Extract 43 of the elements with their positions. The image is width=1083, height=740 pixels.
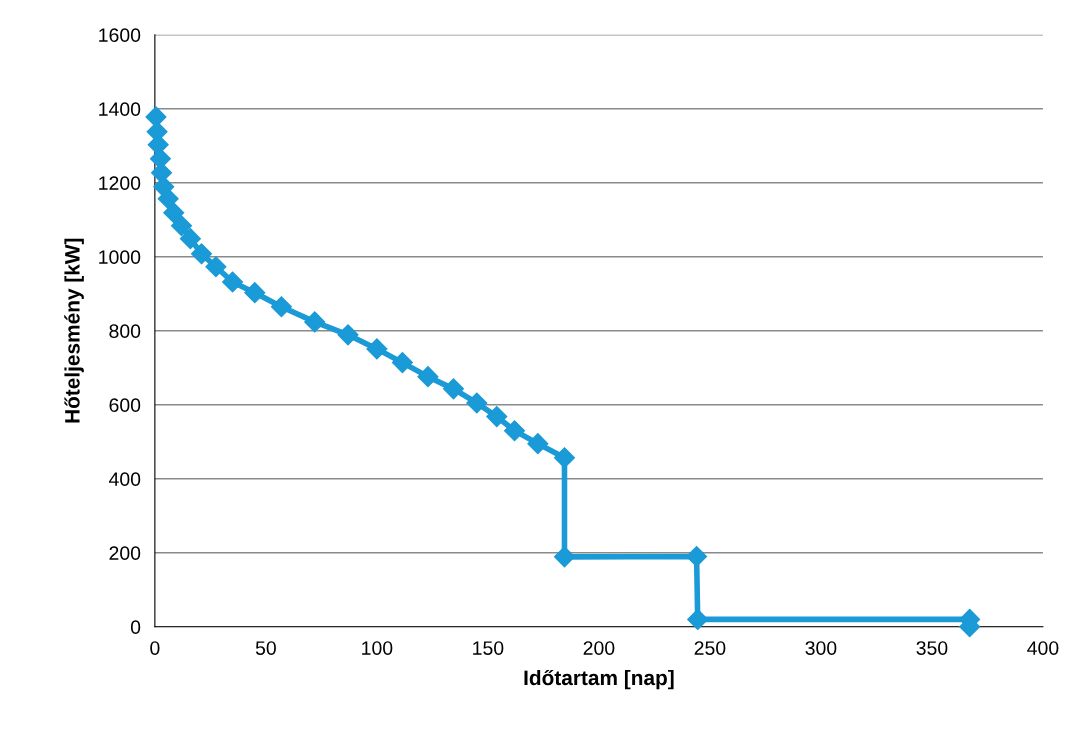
point: [366, 338, 388, 360]
point: [163, 202, 185, 224]
point: [222, 271, 244, 293]
x-tick-label: 50: [255, 641, 276, 655]
x-axis-title: Időtartam [nap]: [524, 669, 674, 690]
point: [270, 296, 292, 318]
point: [337, 324, 359, 346]
point: [504, 420, 526, 442]
y-tick-label: 1000: [99, 250, 141, 265]
point: [686, 545, 708, 567]
y-tick-label: 800: [109, 324, 141, 339]
y-tick-label: 200: [109, 546, 141, 561]
x-tick-label: 0: [150, 641, 160, 655]
point: [391, 352, 413, 374]
point: [304, 311, 326, 333]
y-tick-label: 0: [130, 620, 141, 635]
y-tick-label: 1600: [99, 28, 141, 43]
x-tick-label: 350: [916, 641, 948, 655]
point: [244, 282, 266, 304]
point: [553, 447, 576, 469]
x-tick-label: 400: [1027, 641, 1059, 655]
point: [205, 256, 227, 278]
point: [687, 608, 709, 630]
y-tick-label: 400: [108, 472, 141, 487]
point: [417, 366, 439, 388]
point: [466, 392, 488, 414]
point: [179, 228, 201, 250]
x-tick-label: 250: [694, 641, 726, 655]
x-tick-label: 100: [362, 641, 393, 655]
point: [190, 243, 213, 265]
point: [527, 433, 549, 455]
x-tick-label: 300: [805, 641, 837, 655]
x-tick-label: 150: [473, 641, 504, 655]
point: [157, 188, 179, 210]
x-tick-label: 200: [583, 641, 615, 655]
point: [486, 406, 508, 428]
y-tick-label: 1400: [99, 102, 141, 117]
y-tick-label: 600: [109, 398, 141, 413]
y-tick-label: 1200: [99, 176, 141, 191]
point: [170, 215, 193, 237]
point: [442, 378, 464, 400]
point: [553, 546, 576, 568]
y-axis-title: Hőteljesmény [kW]: [64, 238, 84, 423]
